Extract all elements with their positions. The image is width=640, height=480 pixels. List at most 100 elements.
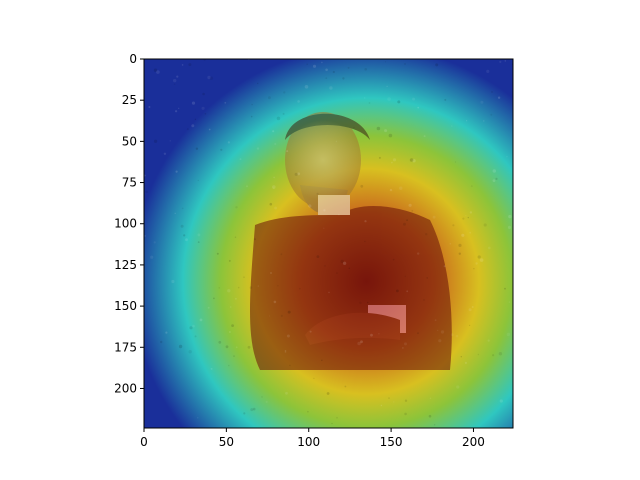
texture-speckle bbox=[465, 215, 467, 217]
texture-speckle bbox=[207, 306, 210, 309]
texture-speckle bbox=[202, 92, 205, 96]
texture-speckle bbox=[460, 356, 462, 358]
texture-speckle bbox=[316, 255, 320, 258]
texture-speckle bbox=[272, 130, 275, 133]
texture-speckle bbox=[189, 326, 193, 330]
texture-speckle bbox=[357, 341, 361, 346]
texture-speckle bbox=[403, 222, 406, 226]
texture-speckle bbox=[458, 252, 461, 255]
texture-speckle bbox=[247, 345, 251, 349]
texture-speckle bbox=[449, 242, 452, 245]
texture-speckle bbox=[411, 209, 414, 212]
texture-speckle bbox=[404, 275, 406, 277]
x-tick-label: 200 bbox=[462, 435, 485, 449]
texture-speckle bbox=[316, 192, 319, 195]
texture-speckle bbox=[227, 289, 231, 293]
texture-speckle bbox=[308, 204, 312, 208]
texture-speckle bbox=[342, 77, 345, 80]
texture-speckle bbox=[471, 306, 474, 308]
texture-speckle bbox=[367, 301, 369, 304]
texture-speckle bbox=[239, 158, 242, 161]
texture-speckle bbox=[180, 224, 184, 228]
texture-speckle bbox=[456, 385, 460, 389]
texture-speckle bbox=[364, 68, 368, 71]
texture-speckle bbox=[321, 359, 323, 362]
texture-speckle bbox=[325, 77, 328, 80]
texture-speckle bbox=[340, 259, 344, 264]
texture-speckle bbox=[197, 417, 199, 419]
texture-speckle bbox=[342, 261, 347, 265]
texture-speckle bbox=[276, 116, 281, 121]
texture-speckle bbox=[328, 291, 330, 294]
texture-speckle bbox=[386, 85, 388, 87]
texture-speckle bbox=[451, 125, 453, 127]
y-tick-label: 50 bbox=[122, 134, 137, 148]
texture-speckle bbox=[254, 238, 256, 241]
texture-speckle bbox=[145, 190, 148, 194]
texture-speckle bbox=[458, 243, 462, 247]
texture-speckle bbox=[455, 334, 459, 338]
texture-speckle bbox=[228, 364, 230, 367]
texture-speckle bbox=[335, 140, 338, 143]
texture-speckle bbox=[477, 353, 480, 356]
texture-speckle bbox=[336, 272, 338, 274]
texture-speckle bbox=[432, 215, 436, 219]
texture-speckle bbox=[444, 98, 447, 101]
texture-speckle bbox=[191, 101, 196, 105]
texture-speckle bbox=[404, 63, 406, 65]
texture-speckle bbox=[181, 207, 184, 210]
y-tick-label: 75 bbox=[122, 176, 137, 190]
texture-speckle bbox=[286, 334, 290, 338]
texture-speckle bbox=[499, 399, 503, 403]
y-tick-label: 100 bbox=[114, 217, 137, 231]
y-tick-label: 25 bbox=[122, 93, 137, 107]
texture-speckle bbox=[285, 391, 288, 395]
texture-speckle bbox=[412, 159, 416, 163]
texture-speckle bbox=[256, 147, 260, 150]
texture-layer bbox=[144, 59, 513, 426]
texture-speckle bbox=[165, 331, 168, 334]
texture-speckle bbox=[220, 148, 223, 151]
texture-speckle bbox=[210, 367, 213, 370]
texture-speckle bbox=[273, 176, 275, 179]
texture-speckle bbox=[194, 335, 197, 338]
texture-speckle bbox=[338, 213, 340, 216]
texture-speckle bbox=[408, 203, 412, 207]
texture-speckle bbox=[274, 143, 277, 145]
texture-speckle bbox=[495, 177, 498, 180]
texture-speckle bbox=[235, 297, 237, 300]
texture-speckle bbox=[507, 225, 512, 229]
texture-speckle bbox=[348, 267, 350, 269]
texture-speckle bbox=[233, 355, 235, 357]
texture-speckle bbox=[304, 85, 309, 89]
texture-speckle bbox=[183, 234, 186, 237]
texture-speckle bbox=[216, 252, 219, 255]
texture-speckle bbox=[325, 68, 328, 72]
texture-speckle bbox=[178, 344, 183, 349]
texture-speckle bbox=[224, 101, 227, 104]
texture-speckle bbox=[475, 262, 478, 265]
texture-speckle bbox=[294, 172, 298, 176]
texture-speckle bbox=[284, 351, 287, 353]
texture-speckle bbox=[492, 354, 495, 357]
texture-speckle bbox=[257, 285, 259, 287]
texture-speckle bbox=[153, 68, 158, 72]
texture-speckle bbox=[384, 61, 387, 63]
texture-speckle bbox=[282, 112, 285, 115]
texture-speckle bbox=[462, 217, 465, 220]
texture-speckle bbox=[323, 227, 325, 229]
texture-speckle bbox=[324, 265, 326, 267]
texture-speckle bbox=[265, 400, 268, 403]
texture-speckle bbox=[169, 140, 172, 142]
texture-speckle bbox=[218, 340, 222, 344]
texture-speckle bbox=[380, 404, 383, 407]
texture-speckle bbox=[508, 214, 512, 219]
texture-speckle bbox=[153, 241, 156, 244]
texture-speckle bbox=[270, 272, 272, 274]
texture-speckle bbox=[412, 97, 416, 101]
texture-speckle bbox=[454, 161, 457, 163]
texture-speckle bbox=[297, 172, 301, 176]
texture-speckle bbox=[204, 113, 207, 115]
texture-speckle bbox=[185, 238, 188, 242]
